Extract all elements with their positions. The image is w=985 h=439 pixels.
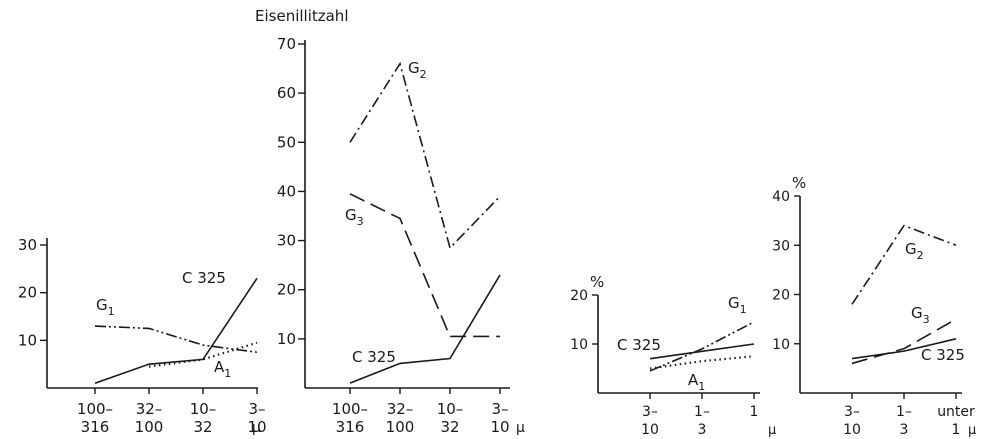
x-tick-label: 10–: [190, 400, 217, 418]
y-tick-label: 20: [277, 281, 296, 299]
x-unit-label: µ: [768, 423, 776, 438]
y-tick-label: 30: [277, 232, 296, 250]
y-tick-label: 70: [277, 35, 296, 53]
series-line-c-325: [649, 343, 755, 360]
y-tick-label: 20: [772, 288, 790, 304]
x-tick-label: 32–: [136, 400, 163, 418]
y-tick-label: 10: [277, 330, 296, 348]
series-label: G3: [911, 304, 930, 326]
series-label: G2: [905, 240, 924, 262]
x-tick-label: 10: [247, 418, 266, 436]
series-line-c-325: [851, 338, 957, 360]
series-line-g3: [851, 318, 957, 365]
x-tick-label: 10: [490, 418, 509, 436]
y-tick-label: 30: [772, 238, 790, 254]
x-unit-label: µ: [252, 420, 261, 436]
x-tick-label: 1–: [896, 404, 912, 420]
y-tick-label: 40: [277, 182, 296, 200]
series-label: C 325: [182, 269, 226, 287]
y-tick-label: 50: [277, 133, 296, 151]
x-tick-label: 32: [193, 418, 212, 436]
x-tick-label: 1–: [694, 404, 710, 420]
series-line-c-325: [349, 274, 501, 384]
series-label: G1: [728, 294, 747, 316]
x-tick-label: unter: [937, 404, 975, 420]
chart-panel-4: 10 20 30 40% 3– 10 1– 3 unter 1 µ G2 G3 C 325: [772, 174, 976, 438]
x-tick-label: 3: [900, 422, 909, 438]
x-tick-label: 10: [843, 422, 861, 438]
y-tick-label: 10: [18, 331, 37, 349]
series-label: C 325: [352, 348, 396, 366]
y-axis-title: Eisenillitzahl: [255, 7, 349, 25]
series-line-c-325: [94, 277, 258, 384]
x-tick-label: 32: [440, 418, 459, 436]
series-label: G2: [408, 59, 427, 81]
x-tick-label: 1: [952, 422, 961, 438]
series-label: G3: [345, 206, 364, 228]
y-unit-label: %: [590, 273, 604, 291]
x-tick-label: 10–: [437, 400, 464, 418]
x-tick-label: 100–: [332, 400, 368, 418]
x-tick-label: 3–: [844, 404, 860, 420]
series-line-g3: [349, 193, 500, 338]
x-unit-label: µ: [968, 423, 976, 438]
x-tick-label: 316: [81, 418, 110, 436]
y-tick-label: 10: [570, 337, 588, 353]
x-tick-label: 3–: [642, 404, 658, 420]
x-tick-label: 316: [336, 418, 365, 436]
y-tick-label: 30: [18, 236, 37, 254]
y-tick-label: 20: [18, 284, 37, 302]
series-label: C 325: [921, 346, 965, 364]
series-label: A1: [214, 358, 231, 380]
series-label: G1: [96, 296, 115, 318]
x-tick-label: 100–: [77, 400, 113, 418]
x-tick-label: 3–: [248, 400, 265, 418]
x-unit-label: µ: [516, 420, 525, 436]
y-unit-label: %: [792, 174, 806, 192]
series-label: C 325: [617, 336, 661, 354]
series-line-g2: [349, 61, 501, 250]
y-tick-label: 60: [277, 84, 296, 102]
series-line-g2: [851, 224, 957, 305]
x-tick-label: 3: [698, 422, 707, 438]
y-tick-label: 10: [772, 337, 790, 353]
chart-panel-3: 10 20% 3– 10 1– 3 1µ G1 C 325 A1: [570, 273, 776, 438]
series-line-g1: [94, 325, 258, 354]
x-tick-label: 100: [386, 418, 415, 436]
x-tick-label: 3–: [491, 400, 508, 418]
y-tick-label: 40: [772, 189, 790, 205]
series-label: A1: [688, 371, 705, 393]
x-tick-label: 1: [750, 404, 759, 420]
x-tick-label: 10: [641, 422, 659, 438]
series-line-a1: [649, 355, 755, 370]
series-line-g1: [649, 321, 755, 372]
x-tick-label: 32–: [387, 400, 414, 418]
y-tick-label: 20: [570, 288, 588, 304]
x-tick-label: 100: [135, 418, 164, 436]
